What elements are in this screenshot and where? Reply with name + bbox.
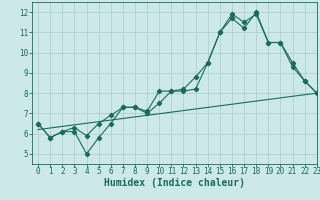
X-axis label: Humidex (Indice chaleur): Humidex (Indice chaleur)	[104, 178, 245, 188]
